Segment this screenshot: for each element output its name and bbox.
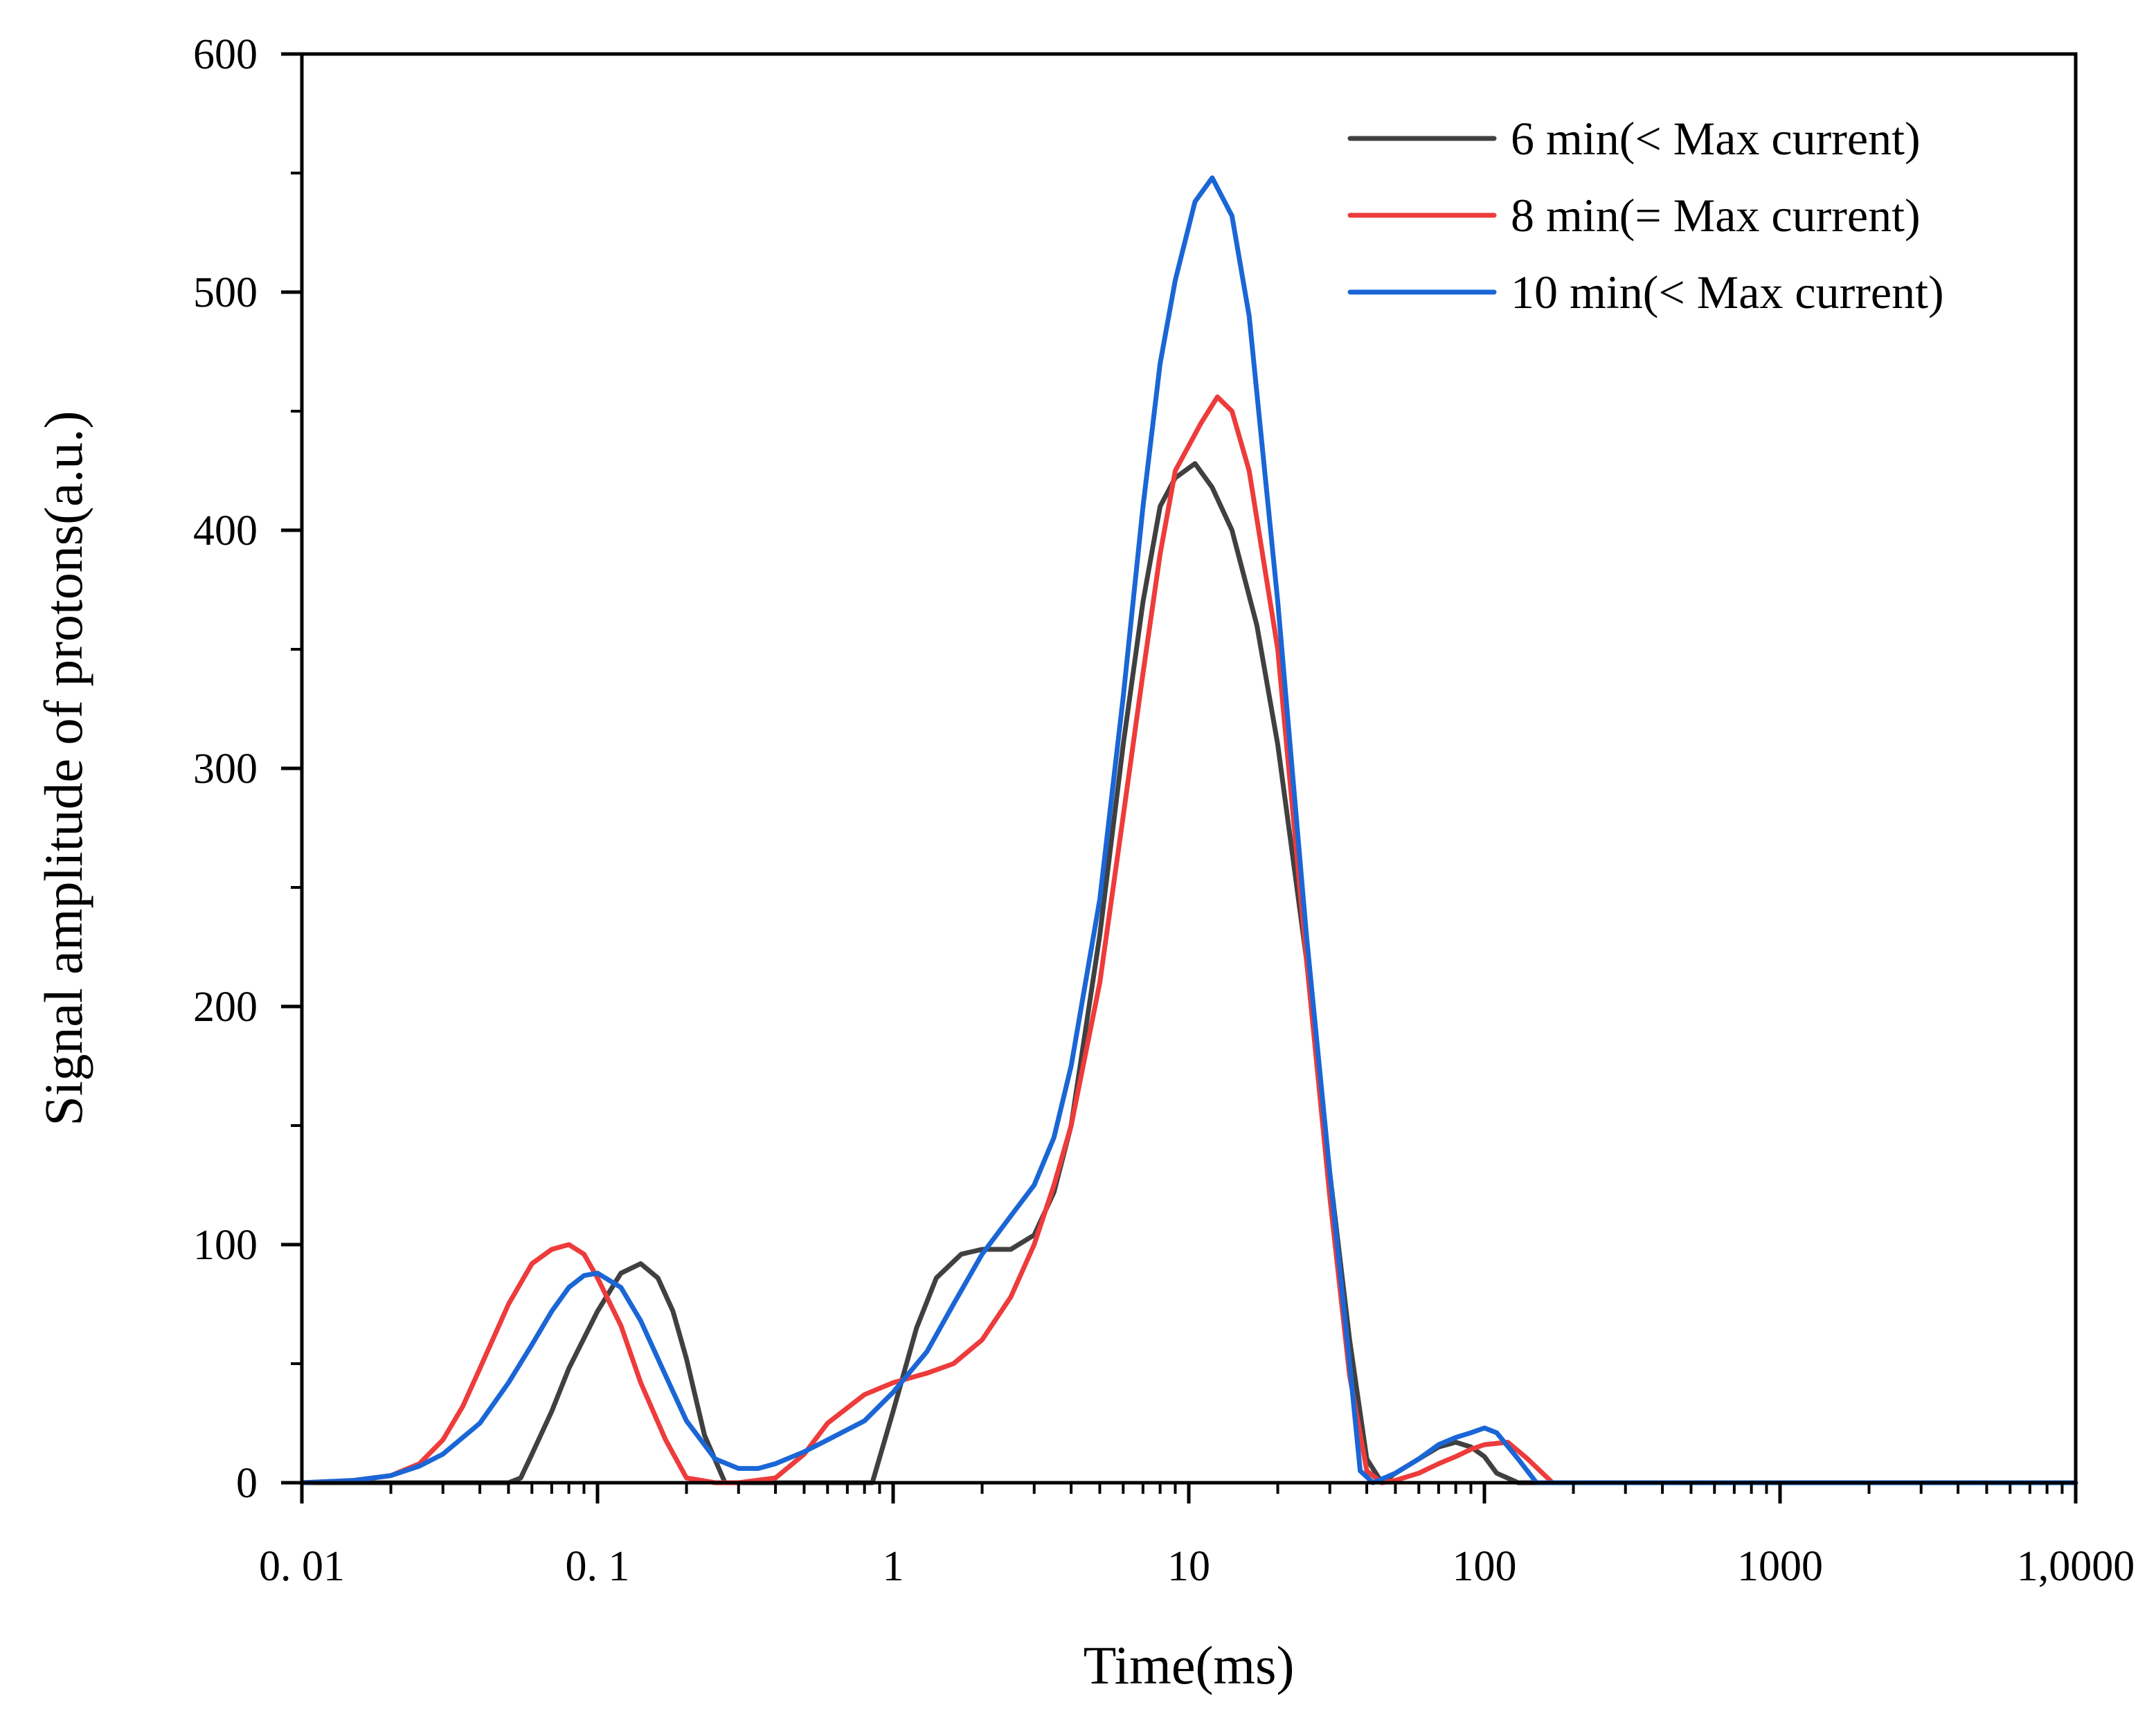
y-axis-title: Signal amplitude of protons(a.u.): [33, 410, 93, 1126]
y-tick-label: 200: [193, 984, 258, 1031]
y-tick-label: 400: [193, 507, 258, 554]
x-tick-labels: 0. 01 0. 1 1 10 100 1000 1,0000: [259, 1543, 2135, 1590]
x-axis-title: Time(ms): [1084, 1635, 1295, 1695]
y-tick-label: 300: [193, 746, 258, 793]
series-line-3: [299, 175, 2078, 1485]
y-tick-label: 0: [236, 1460, 258, 1507]
plot-content: [299, 175, 2078, 1485]
series-line-1: [299, 461, 2078, 1485]
axis-ticks: [281, 52, 2078, 1503]
x-tick-label: 100: [1453, 1543, 1517, 1590]
x-tick-label: 0. 01: [259, 1543, 345, 1590]
legend: 6 min(< Max current) 8 min(= Max current)…: [1347, 112, 1944, 318]
x-tick-label: 1: [883, 1543, 904, 1590]
legend-label-3: 10 min(< Max current): [1511, 266, 1944, 318]
x-tick-label: 0. 1: [566, 1543, 630, 1590]
x-tick-label: 1000: [1737, 1543, 1823, 1590]
y-tick-label: 500: [193, 269, 258, 316]
x-tick-label: 10: [1167, 1543, 1210, 1590]
y-tick-label: 600: [193, 31, 258, 78]
legend-label-2: 8 min(= Max current): [1511, 189, 1921, 242]
y-tick-label: 100: [193, 1222, 258, 1269]
series-line-2: [299, 394, 2078, 1485]
legend-label-1: 6 min(< Max current): [1511, 112, 1921, 165]
x-tick-label: 1,0000: [2017, 1543, 2135, 1590]
y-tick-labels: 0 100 200 300 400 500 600: [193, 31, 258, 1507]
